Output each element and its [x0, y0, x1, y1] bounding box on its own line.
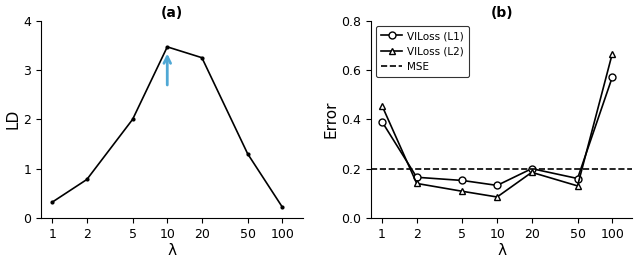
- VILoss (L1): [413, 176, 420, 179]
- VILoss (L1): [378, 120, 386, 123]
- Line: VILoss (L1): VILoss (L1): [378, 74, 616, 189]
- X-axis label: λ: λ: [497, 243, 506, 258]
- Y-axis label: Error: Error: [323, 101, 338, 138]
- Legend: VILoss (L1), VILoss (L2), MSE: VILoss (L1), VILoss (L2), MSE: [376, 26, 470, 77]
- VILoss (L2): [609, 53, 616, 56]
- VILoss (L1): [528, 167, 535, 170]
- MSE: [378, 167, 386, 170]
- Title: (b): (b): [491, 6, 513, 20]
- VILoss (L1): [493, 184, 501, 187]
- VILoss (L1): [574, 177, 581, 180]
- VILoss (L1): [459, 179, 466, 182]
- X-axis label: λ: λ: [167, 243, 176, 258]
- VILoss (L2): [378, 104, 386, 107]
- VILoss (L2): [493, 195, 501, 199]
- Y-axis label: LD: LD: [6, 109, 20, 129]
- VILoss (L2): [459, 190, 466, 193]
- VILoss (L2): [574, 184, 581, 187]
- VILoss (L2): [413, 182, 420, 185]
- VILoss (L2): [528, 171, 535, 174]
- Title: (a): (a): [161, 6, 183, 20]
- Line: VILoss (L2): VILoss (L2): [378, 50, 616, 200]
- VILoss (L1): [609, 76, 616, 79]
